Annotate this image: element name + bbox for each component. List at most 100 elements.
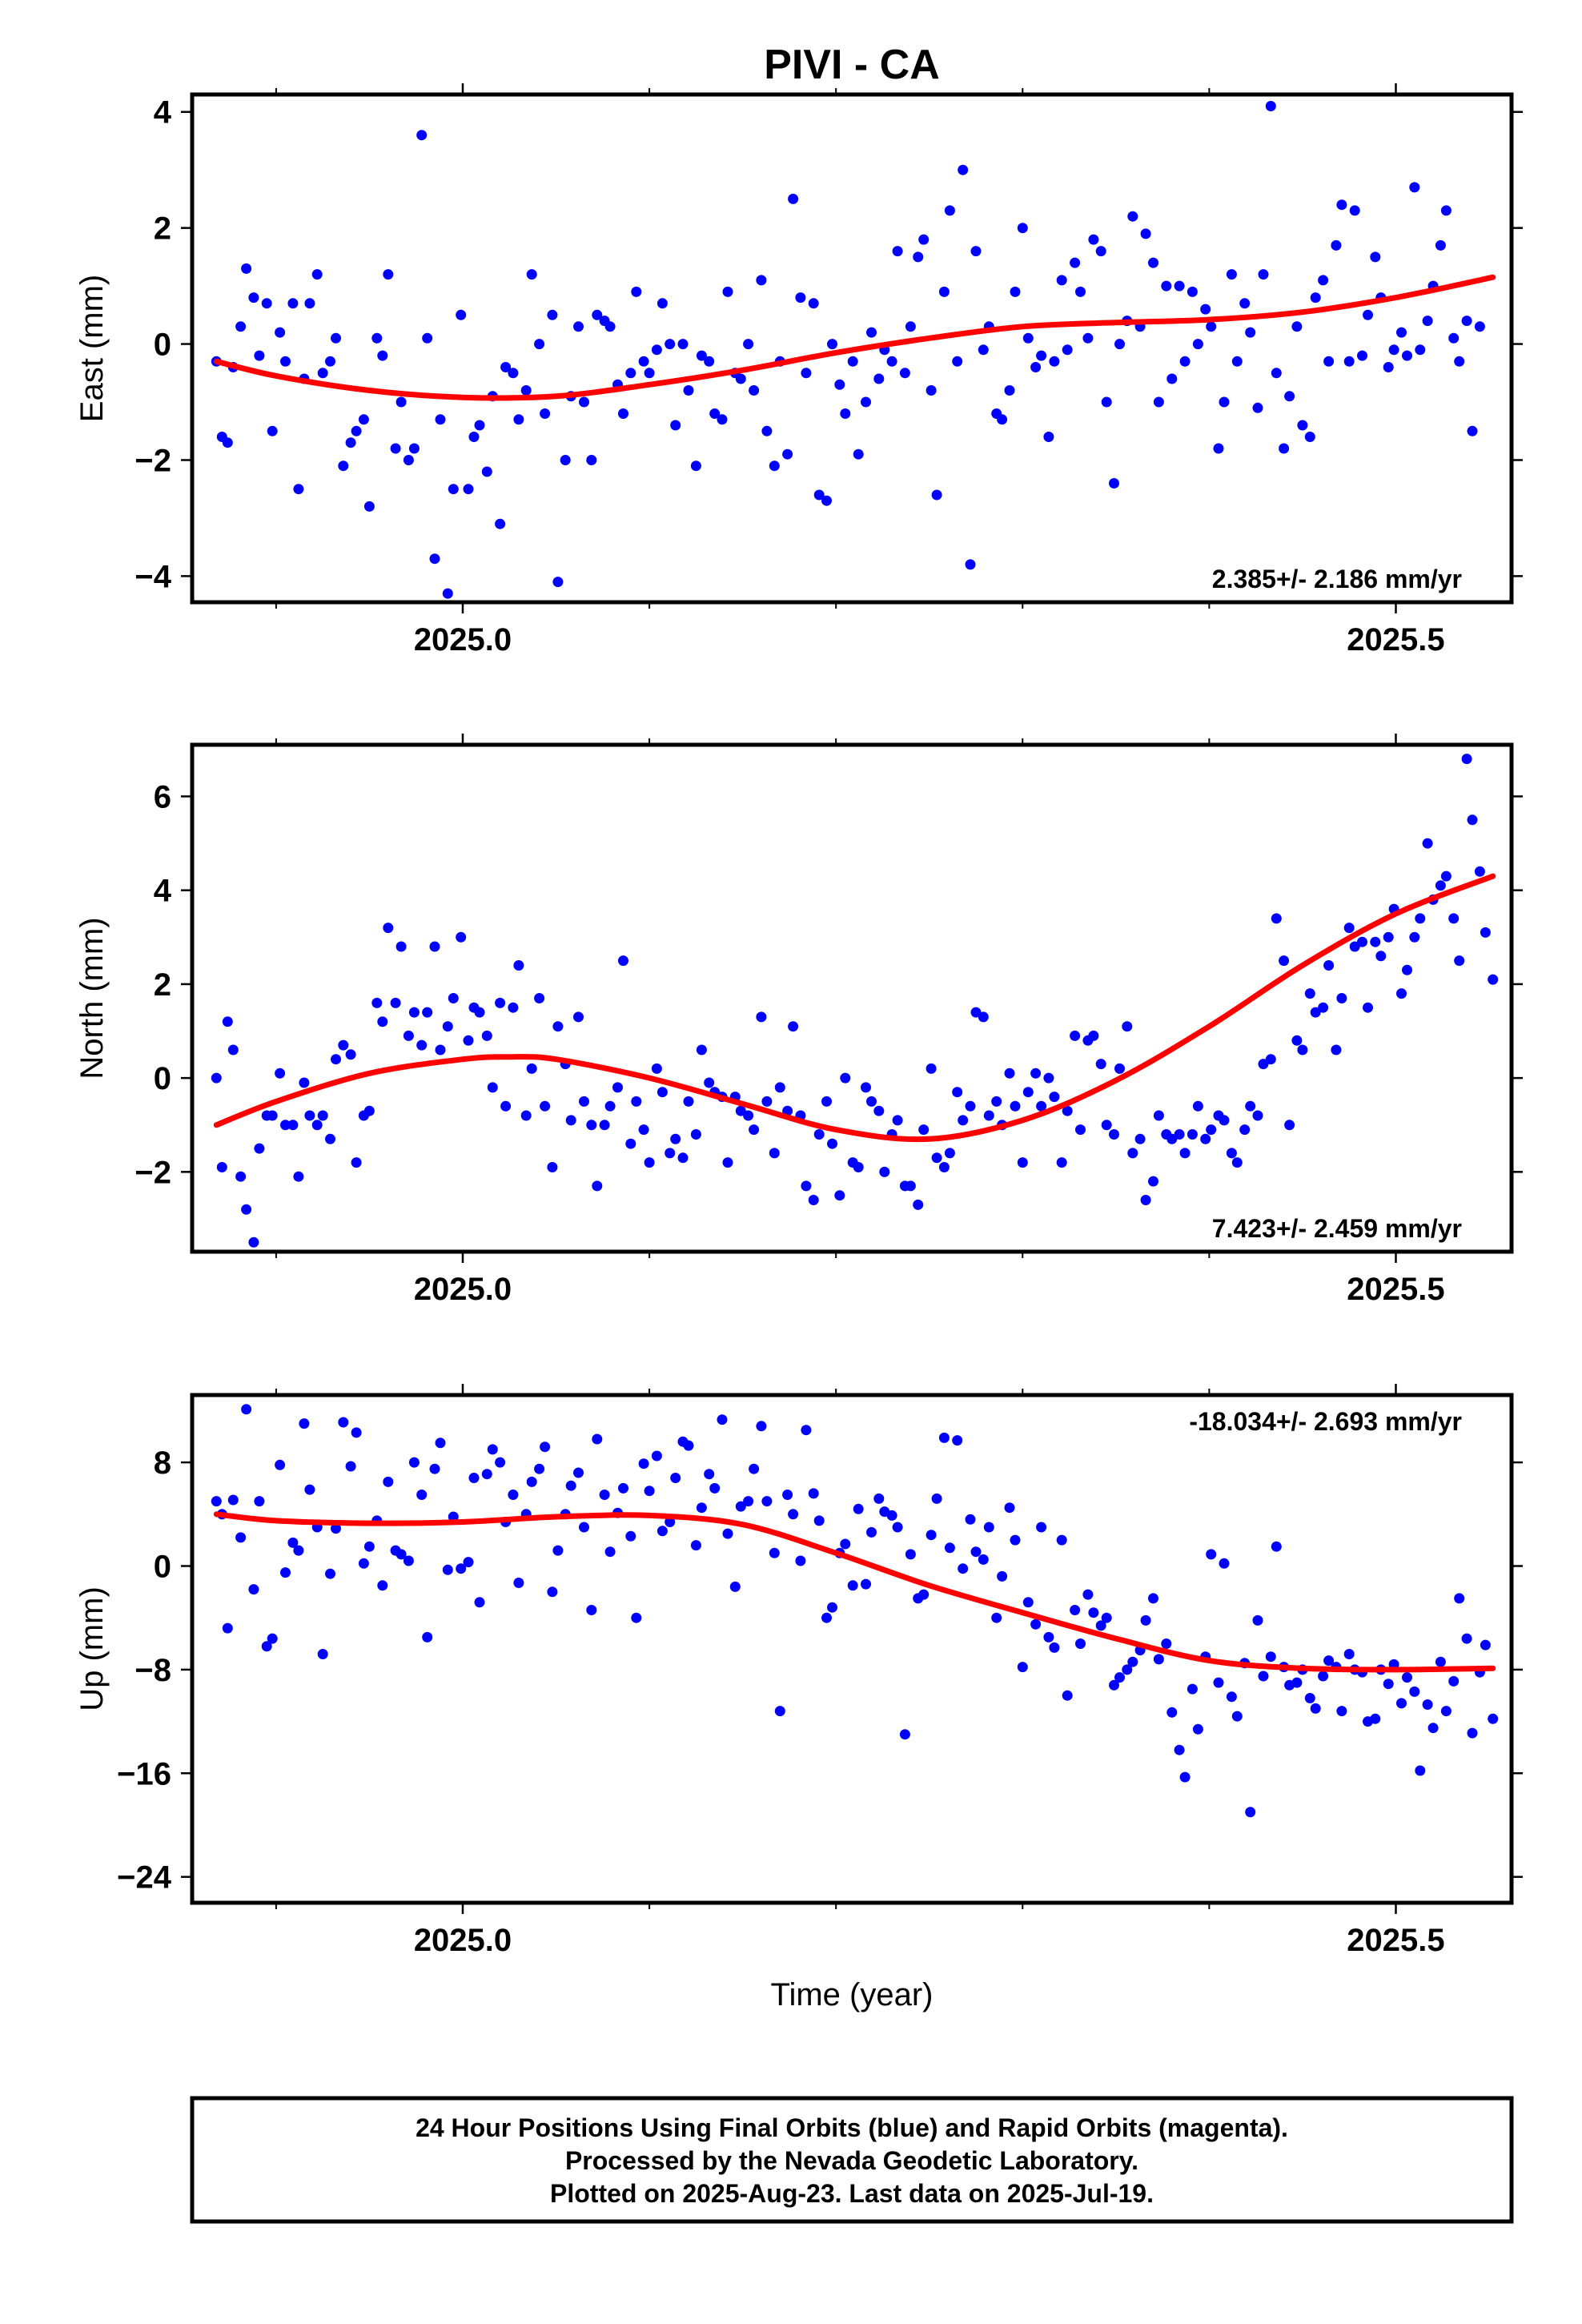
up-data-point: [599, 1490, 610, 1500]
east-data-point: [958, 164, 969, 175]
north-data-point: [1383, 931, 1394, 943]
north-data-point: [1049, 1092, 1060, 1103]
east-data-point: [435, 414, 446, 425]
north-ytick-label: 2: [154, 967, 171, 1003]
north-data-point: [1363, 1002, 1373, 1013]
north-data-point: [429, 941, 440, 952]
north-data-point: [821, 1096, 832, 1107]
up-data-point: [573, 1467, 584, 1478]
up-data-point: [1435, 1656, 1446, 1667]
east-data-point: [656, 298, 668, 309]
north-data-point: [1343, 923, 1355, 934]
east-data-point: [1213, 443, 1224, 454]
north-data-point: [1239, 1124, 1251, 1136]
north-data-point: [696, 1044, 707, 1055]
north-data-point: [442, 1021, 453, 1032]
north-xtick-label: 2025.0: [414, 1272, 512, 1307]
north-data-point: [612, 1082, 623, 1093]
up-data-point: [275, 1459, 286, 1470]
up-data-point: [280, 1567, 291, 1578]
east-data-point: [241, 263, 252, 274]
up-data-point: [211, 1496, 222, 1507]
east-data-point: [552, 577, 564, 588]
east-data-point: [573, 321, 584, 332]
north-data-point: [625, 1138, 636, 1149]
north-data-point: [944, 1148, 955, 1159]
up-data-point: [1166, 1707, 1178, 1718]
up-data-point: [363, 1541, 375, 1552]
up-data-point: [468, 1473, 480, 1483]
up-data-point: [547, 1586, 558, 1598]
east-data-point: [429, 553, 440, 565]
east-data-point: [1415, 344, 1426, 356]
east-data-point: [1363, 309, 1373, 320]
east-data-point: [1174, 280, 1185, 292]
up-data-point: [795, 1555, 806, 1566]
north-data-point: [1349, 941, 1360, 952]
up-data-point: [1258, 1671, 1269, 1682]
east-data-point: [808, 298, 819, 309]
east-data-point: [761, 425, 773, 436]
up-data-point: [248, 1584, 259, 1595]
east-data-point: [520, 385, 532, 396]
east-data-point: [1022, 332, 1034, 344]
up-data-point: [1043, 1631, 1054, 1642]
north-data-point: [267, 1110, 278, 1121]
east-data-point: [1284, 391, 1295, 402]
up-data-point: [926, 1530, 937, 1541]
up-data-point: [821, 1612, 832, 1623]
north-data-point: [1323, 960, 1335, 971]
up-data-point: [1114, 1672, 1125, 1683]
north-data-point: [513, 960, 524, 971]
north-data-point: [1101, 1120, 1112, 1131]
east-ytick-label: −4: [135, 559, 171, 594]
up-data-point: [1488, 1713, 1499, 1724]
east-data-point: [293, 484, 304, 495]
north-data-point: [1291, 1035, 1303, 1046]
up-ytick-label: −16: [117, 1756, 171, 1791]
up-data-point: [586, 1605, 597, 1615]
north-data-point: [769, 1148, 780, 1159]
up-data-point: [1004, 1502, 1015, 1514]
east-data-point: [534, 339, 545, 350]
east-data-point: [978, 344, 989, 356]
north-data-point: [879, 1166, 890, 1177]
up-data-point: [1017, 1662, 1028, 1673]
north-data-point: [735, 1105, 746, 1116]
east-data-point: [709, 408, 721, 419]
up-data-point: [1075, 1638, 1086, 1649]
up-data-point: [1252, 1614, 1263, 1626]
east-data-point: [1166, 373, 1178, 384]
up-data-point: [254, 1496, 265, 1507]
north-data-point: [670, 1133, 681, 1144]
north-data-point: [1480, 927, 1491, 938]
up-data-point: [1192, 1723, 1203, 1735]
north-data-point: [1095, 1059, 1106, 1070]
east-data-point: [1161, 280, 1172, 292]
east-data-point: [1049, 356, 1060, 367]
north-data-point: [1200, 1133, 1211, 1144]
north-data-point: [938, 1162, 950, 1172]
east-data-point: [586, 455, 597, 465]
north-data-point: [254, 1143, 265, 1154]
up-data-point: [416, 1490, 428, 1500]
up-data-point: [965, 1514, 976, 1525]
north-data-point: [345, 1049, 356, 1060]
up-data-point: [403, 1555, 414, 1566]
north-data-point: [683, 1096, 694, 1107]
north-data-point: [235, 1171, 247, 1182]
east-data-point: [1402, 350, 1412, 361]
up-data-point: [709, 1482, 721, 1494]
north-data-point: [1448, 913, 1460, 924]
up-data-point: [958, 1563, 969, 1574]
up-data-point: [1467, 1727, 1478, 1739]
north-data-point: [435, 1044, 446, 1055]
footer-box: 24 Hour Positions Using Final Orbits (bl…: [190, 2096, 1514, 2224]
north-data-point: [1422, 838, 1433, 849]
up-data-point: [287, 1537, 299, 1548]
east-data-point: [952, 356, 963, 367]
north-data-point: [317, 1110, 328, 1121]
north-data-point: [918, 1124, 930, 1136]
east-data-point: [735, 373, 746, 384]
east-data-point: [899, 368, 910, 379]
